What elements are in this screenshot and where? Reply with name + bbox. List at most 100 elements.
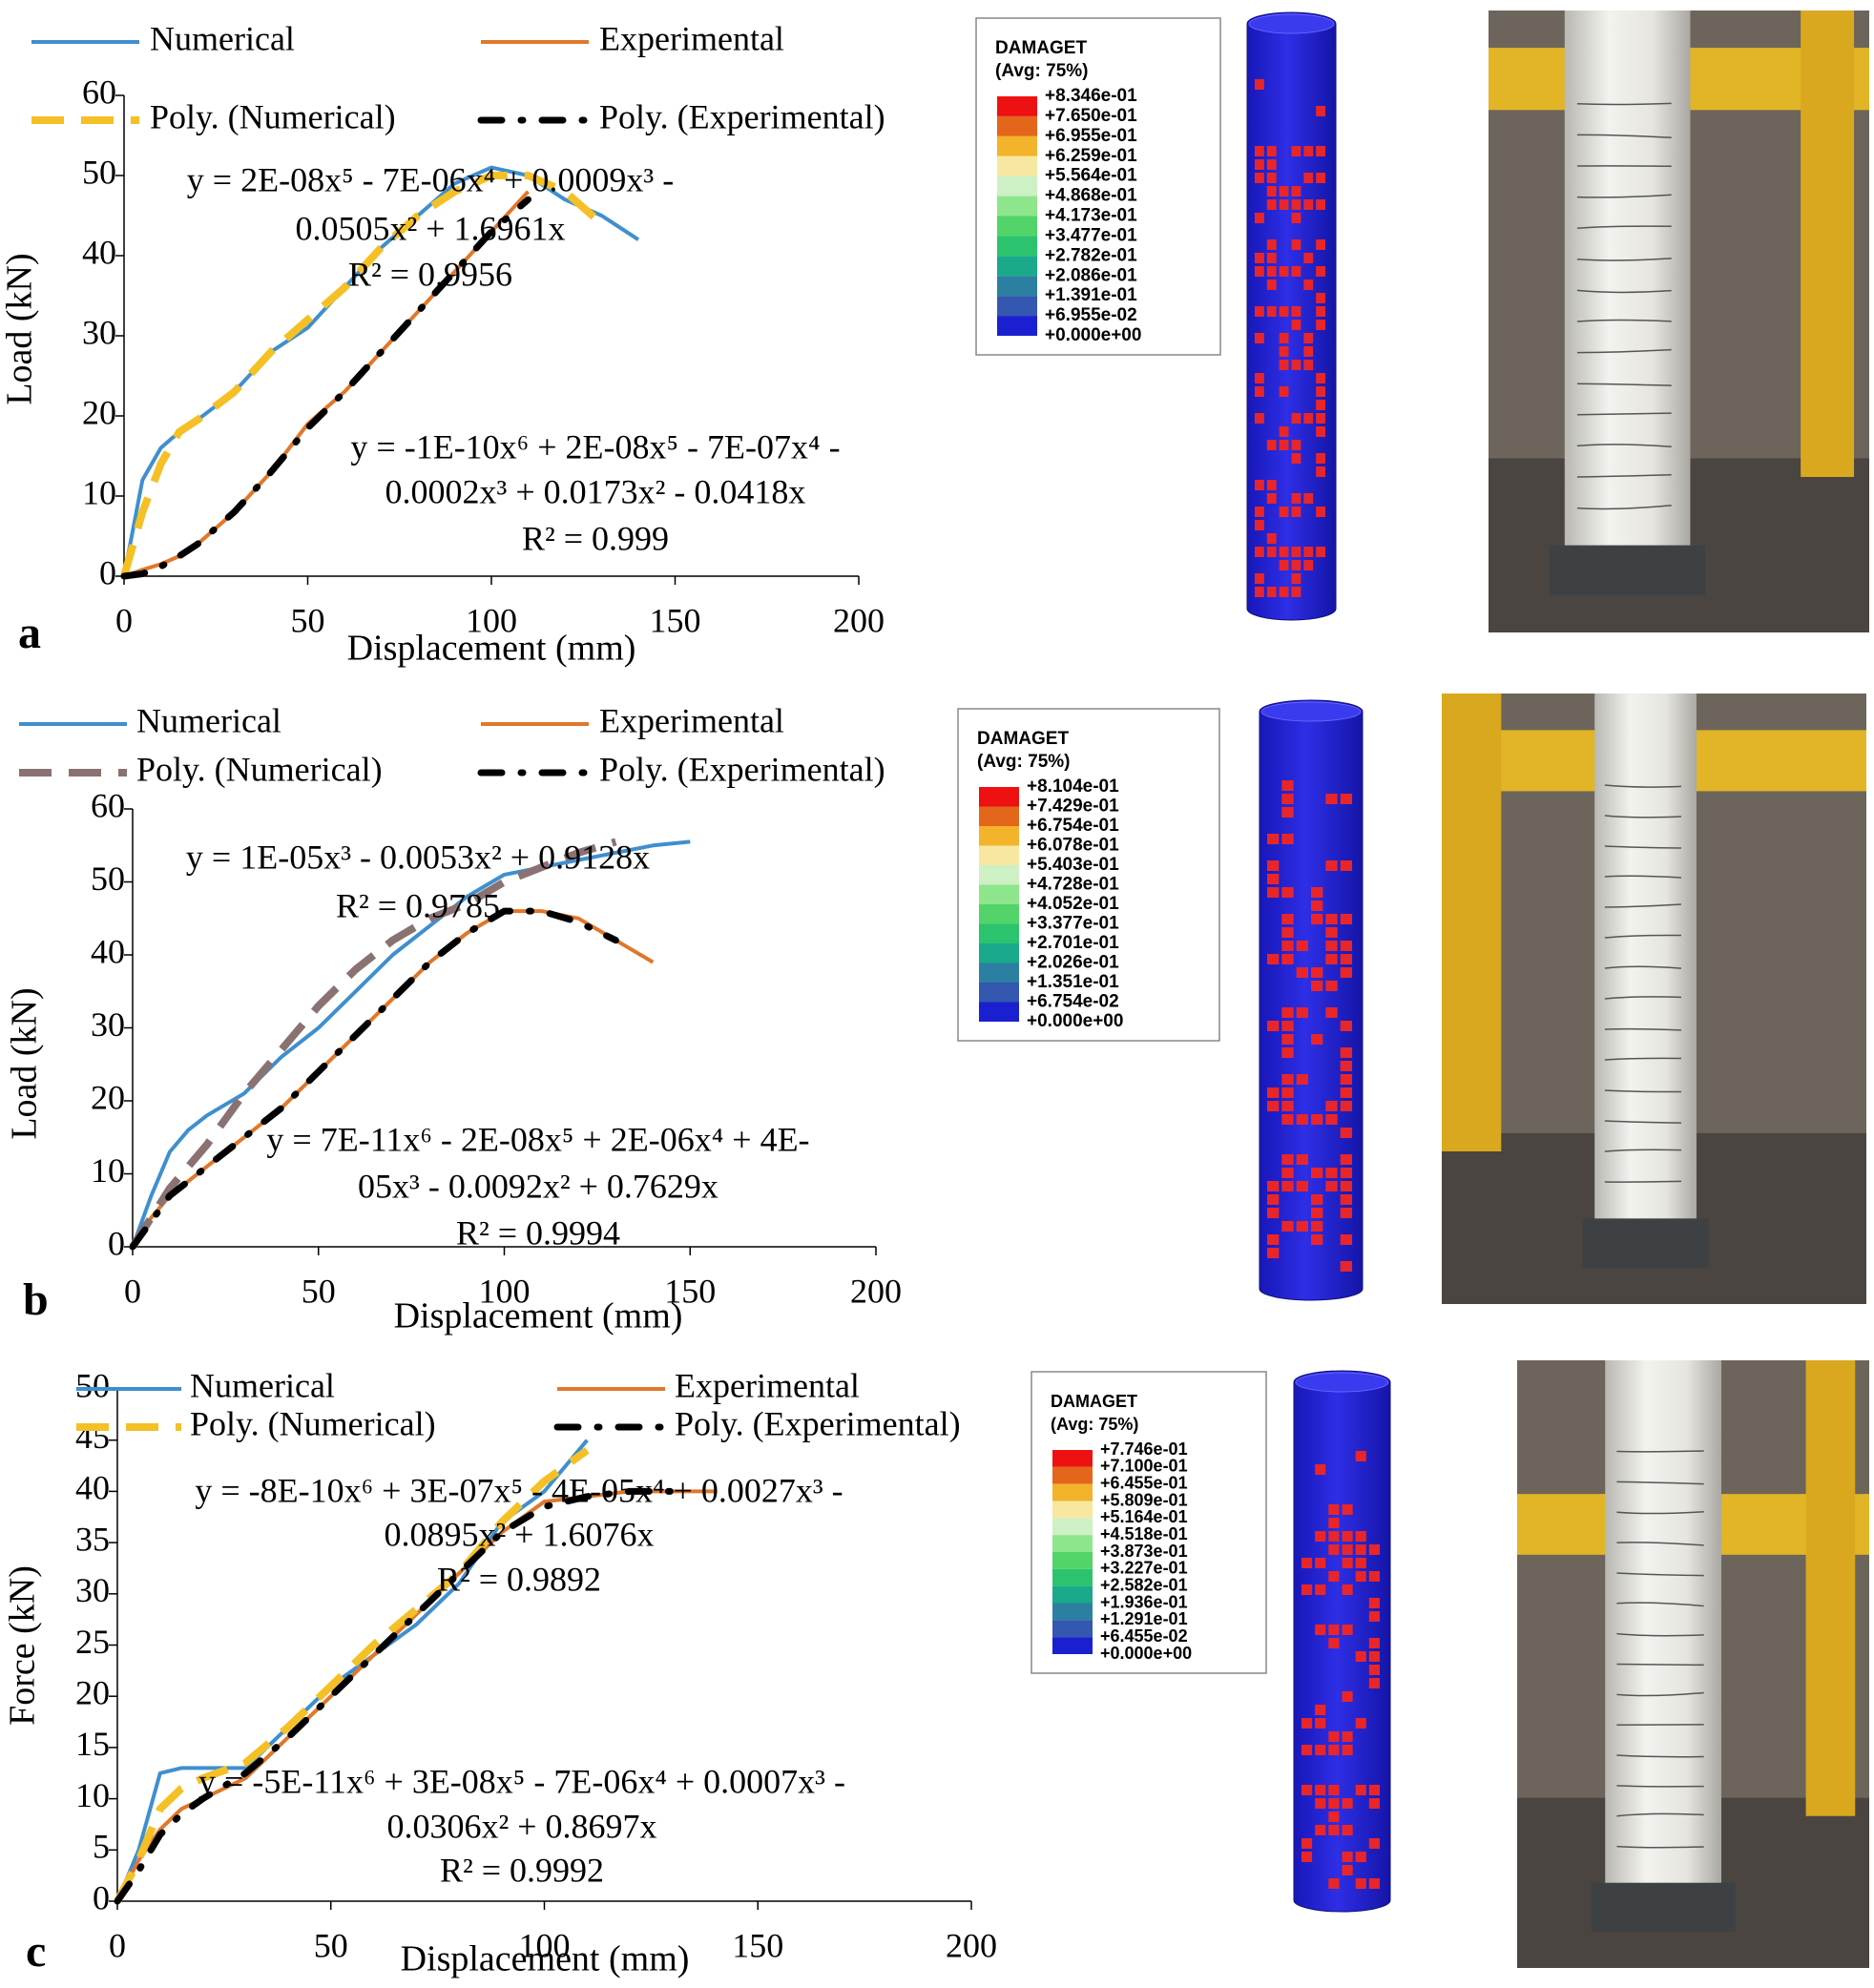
damage-cell	[1328, 1571, 1340, 1582]
damage-cell	[1311, 901, 1323, 911]
legend-title: DAMAGET	[977, 729, 1069, 749]
crack-mark	[1576, 134, 1672, 139]
damage-cell	[1291, 560, 1301, 570]
damage-cell	[1328, 1625, 1340, 1635]
damage-cell	[1255, 547, 1264, 557]
damage-cell	[1301, 1584, 1313, 1595]
contour-value: +2.582e-01	[1100, 1575, 1188, 1594]
damage-cell	[1267, 1208, 1280, 1218]
legend-label: Poly. (Numerical)	[190, 1404, 436, 1442]
damage-cell	[1267, 1087, 1280, 1098]
damage-cell	[1281, 914, 1294, 924]
damage-cell	[1291, 186, 1301, 197]
y-tick-label: 20	[82, 393, 116, 431]
damage-cell	[1342, 1691, 1353, 1702]
damage-cell	[1255, 266, 1264, 277]
crack-mark	[1604, 875, 1682, 879]
damage-cell	[1325, 927, 1338, 938]
damage-cell	[1311, 1208, 1323, 1218]
damage-cell	[1255, 253, 1264, 263]
chart-panel: 0 10 20 30 40 50 60 0 50 100 150 200 Numerical Experi…	[0, 19, 885, 668]
damage-cell	[1325, 1101, 1338, 1111]
damage-cell	[1328, 1785, 1340, 1795]
legend-subtitle: (Avg: 75%)	[1051, 1415, 1138, 1434]
crack-mark	[1604, 965, 1682, 969]
contour-value: +1.391e-01	[1045, 285, 1137, 305]
trendline-equation: y = 2E-08x⁵ - 7E-06x⁴ + 0.0009x³ -	[187, 160, 674, 198]
damage-cell	[1255, 306, 1264, 317]
damage-cell	[1296, 967, 1308, 978]
damage-cell	[1279, 507, 1289, 517]
crack-mark	[1616, 1481, 1704, 1485]
damage-cell	[1342, 1865, 1353, 1875]
yellow-post	[1801, 10, 1855, 477]
color-band	[1052, 1483, 1093, 1501]
damage-cell	[1291, 239, 1301, 250]
damage-cell	[1315, 1798, 1326, 1809]
damage-cell	[1316, 173, 1325, 183]
damage-cell	[1316, 507, 1325, 517]
damage-cell	[1368, 1798, 1380, 1809]
crack-mark	[1616, 1632, 1704, 1637]
crack-mark	[1604, 815, 1682, 818]
damage-cell	[1266, 173, 1277, 183]
contour-value: +5.564e-01	[1045, 166, 1137, 186]
color-band	[997, 135, 1037, 156]
damage-cell	[1311, 1168, 1323, 1178]
series-line	[115, 1489, 716, 1902]
damage-cell	[1303, 560, 1314, 570]
crack-mark	[1616, 1542, 1704, 1546]
damage-cell	[1315, 1625, 1326, 1635]
damage-cell	[1281, 807, 1294, 818]
crack-mark	[1576, 474, 1672, 478]
y-tick-label: 30	[82, 313, 116, 351]
contour-value: +6.455e-01	[1100, 1473, 1188, 1492]
legend-label: Poly. (Experimental)	[675, 1404, 961, 1442]
color-band	[1052, 1501, 1093, 1519]
contour-value: +3.227e-01	[1100, 1559, 1188, 1578]
contour-value: +4.518e-01	[1100, 1524, 1188, 1543]
damage-cell	[1296, 1114, 1308, 1125]
damage-cell	[1255, 386, 1264, 397]
damage-cell	[1255, 413, 1264, 424]
damage-cell	[1340, 794, 1352, 804]
y-tick-label: 50	[75, 1366, 110, 1404]
damage-cell	[1368, 1665, 1380, 1675]
damage-cell	[1279, 440, 1289, 450]
contour-value: +6.955e-01	[1045, 126, 1137, 146]
color-band	[1052, 1603, 1093, 1621]
contour-value: +0.000e+00	[1045, 325, 1141, 345]
damage-cell	[1279, 306, 1289, 317]
legend-label: Experimental	[675, 1366, 860, 1404]
color-band	[1052, 1552, 1093, 1569]
y-tick-label: 40	[82, 233, 116, 271]
damage-cell	[1311, 1221, 1323, 1232]
damage-cell	[1325, 1007, 1338, 1018]
legend-title: DAMAGET	[1051, 1392, 1137, 1411]
damage-cell	[1325, 941, 1338, 951]
color-band	[979, 826, 1019, 846]
damage-cell	[1281, 794, 1294, 804]
damage-cell	[1279, 360, 1289, 370]
color-band	[979, 904, 1019, 924]
damage-cell	[1303, 333, 1314, 343]
damage-cell	[1340, 967, 1352, 978]
yellow-post	[1442, 694, 1502, 1151]
y-axis-title: Load (kN)	[0, 253, 40, 404]
damage-cell	[1255, 587, 1264, 597]
damage-cell	[1281, 954, 1294, 964]
contour-value: +6.455e-02	[1100, 1626, 1188, 1646]
color-band	[997, 176, 1037, 197]
crack-mark	[1576, 319, 1672, 322]
damage-cell	[1315, 1584, 1326, 1595]
color-band	[979, 943, 1019, 963]
color-band	[1052, 1466, 1093, 1484]
crack-mark	[1604, 934, 1681, 939]
contour-value: +7.746e-01	[1100, 1439, 1188, 1459]
damage-cell	[1266, 199, 1277, 210]
trendline-equation: R² = 0.9892	[437, 1560, 601, 1598]
damage-cell	[1328, 1812, 1340, 1822]
damage-cell	[1303, 493, 1314, 504]
damage-cell	[1316, 466, 1325, 477]
crack-mark	[1604, 1180, 1681, 1183]
